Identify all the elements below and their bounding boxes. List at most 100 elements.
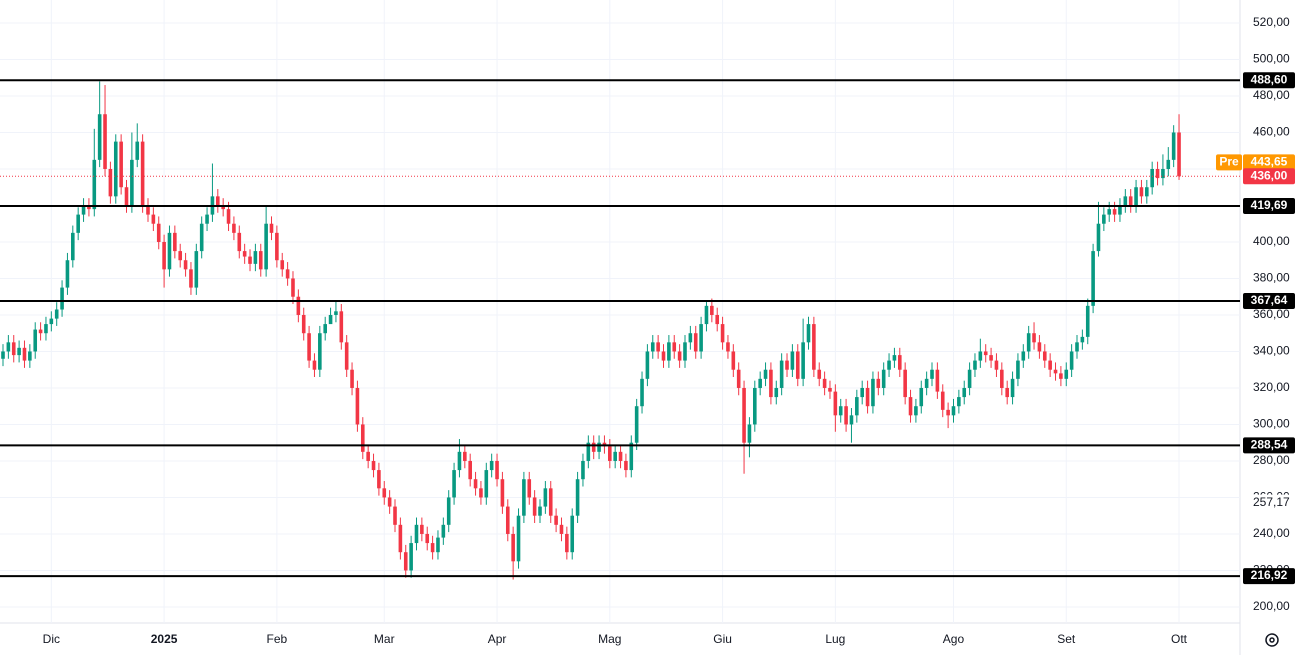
- candle-body: [1021, 351, 1026, 361]
- candle-body: [1128, 196, 1133, 206]
- x-tick-label: Giu: [713, 632, 732, 646]
- gear[interactable]: [1265, 633, 1279, 647]
- candle-body: [978, 351, 983, 361]
- candle-body: [318, 333, 322, 370]
- candle-body: [629, 442, 634, 471]
- candle-body: [108, 168, 113, 197]
- candle-body: [414, 524, 419, 544]
- candle-body: [130, 159, 134, 206]
- candle-body: [790, 351, 795, 370]
- candle-body: [543, 488, 548, 507]
- level-label: 288,54: [1251, 438, 1288, 452]
- level-label: 367,64: [1251, 293, 1288, 307]
- candle-body: [194, 251, 199, 288]
- candle-body: [822, 378, 827, 388]
- candle-body: [704, 305, 709, 325]
- candle-body: [914, 406, 918, 416]
- candle-body: [828, 387, 832, 392]
- candle-body: [328, 314, 333, 325]
- candle-body: [801, 342, 805, 379]
- candle-body: [924, 378, 929, 388]
- candle-body: [1005, 387, 1009, 398]
- candle-body: [360, 424, 365, 452]
- candle-body: [355, 387, 360, 425]
- candle-body: [548, 488, 553, 516]
- candle-body: [135, 141, 140, 160]
- candle-body: [881, 369, 886, 388]
- candle-body: [269, 223, 274, 233]
- level-label: 419,69: [1251, 198, 1288, 212]
- candle-body: [806, 324, 811, 343]
- candle-body: [908, 397, 913, 416]
- candle-body: [1139, 187, 1144, 197]
- candle-body: [1085, 305, 1090, 337]
- candle-body: [420, 524, 424, 534]
- x-tick-label: 2025: [151, 632, 178, 646]
- candle-body: [591, 442, 596, 452]
- candle-body: [339, 311, 344, 343]
- candle-body: [1000, 369, 1004, 388]
- candle-body: [871, 378, 875, 407]
- candle-body: [500, 479, 505, 507]
- candle-body: [253, 251, 258, 264]
- x-tick-label: Mag: [598, 632, 621, 646]
- candle-body: [11, 342, 16, 356]
- candle-body: [1016, 360, 1020, 379]
- candle-body: [1037, 342, 1042, 352]
- candle-body: [710, 305, 714, 315]
- y-tick-label: 300,00: [1253, 417, 1290, 431]
- candle-body: [248, 256, 252, 264]
- level-tag: [1243, 293, 1295, 310]
- y-tick-label: 400,00: [1253, 234, 1290, 248]
- candle-body: [242, 251, 247, 257]
- last-price-label: 436,00: [1251, 168, 1288, 182]
- candle-body: [656, 342, 660, 352]
- level-label: 488,60: [1251, 72, 1288, 86]
- candle-body: [216, 196, 220, 206]
- candle-body: [1161, 168, 1165, 179]
- candle-body: [371, 460, 376, 471]
- candle-body: [581, 460, 585, 480]
- candle-body: [951, 406, 956, 416]
- candle-body: [763, 369, 768, 379]
- candle-body: [183, 260, 188, 270]
- candle-body: [795, 351, 800, 379]
- candle-body: [87, 205, 91, 210]
- level-tag: [1243, 198, 1295, 215]
- settings-icon[interactable]: [1265, 633, 1279, 647]
- candle-body: [258, 251, 263, 270]
- candle-body: [1102, 214, 1106, 224]
- candle-body: [742, 387, 746, 443]
- y-tick-label: 320,00: [1253, 380, 1290, 394]
- candle-body: [565, 533, 569, 553]
- candle-body: [33, 329, 38, 352]
- candle-body: [1134, 187, 1138, 206]
- candle-body: [436, 537, 440, 553]
- candle-body: [22, 347, 27, 361]
- candle-body: [221, 205, 225, 210]
- candle-body: [897, 355, 902, 370]
- y-tick-label: 480,00: [1253, 88, 1290, 102]
- candle-body: [661, 351, 666, 361]
- candle-body: [640, 378, 644, 407]
- y-tick-label: 500,00: [1253, 52, 1290, 66]
- candle-body: [430, 543, 435, 553]
- marker-tag: [1243, 494, 1295, 511]
- candle-body: [1118, 205, 1122, 215]
- candle-body: [387, 497, 392, 507]
- candle-body: [608, 446, 612, 461]
- candle-body: [1166, 159, 1171, 169]
- candle-body: [76, 214, 80, 233]
- candle-body: [17, 347, 21, 356]
- candle-body: [667, 342, 671, 361]
- candle-body: [672, 342, 677, 352]
- candle-body: [71, 232, 75, 261]
- candle-body: [366, 451, 370, 461]
- gear-center[interactable]: [1269, 637, 1275, 643]
- candle-body: [812, 324, 816, 370]
- candle-body: [1042, 351, 1047, 361]
- candle-body: [403, 552, 408, 571]
- x-tick-label: Set: [1057, 632, 1076, 646]
- candle-body: [903, 369, 907, 398]
